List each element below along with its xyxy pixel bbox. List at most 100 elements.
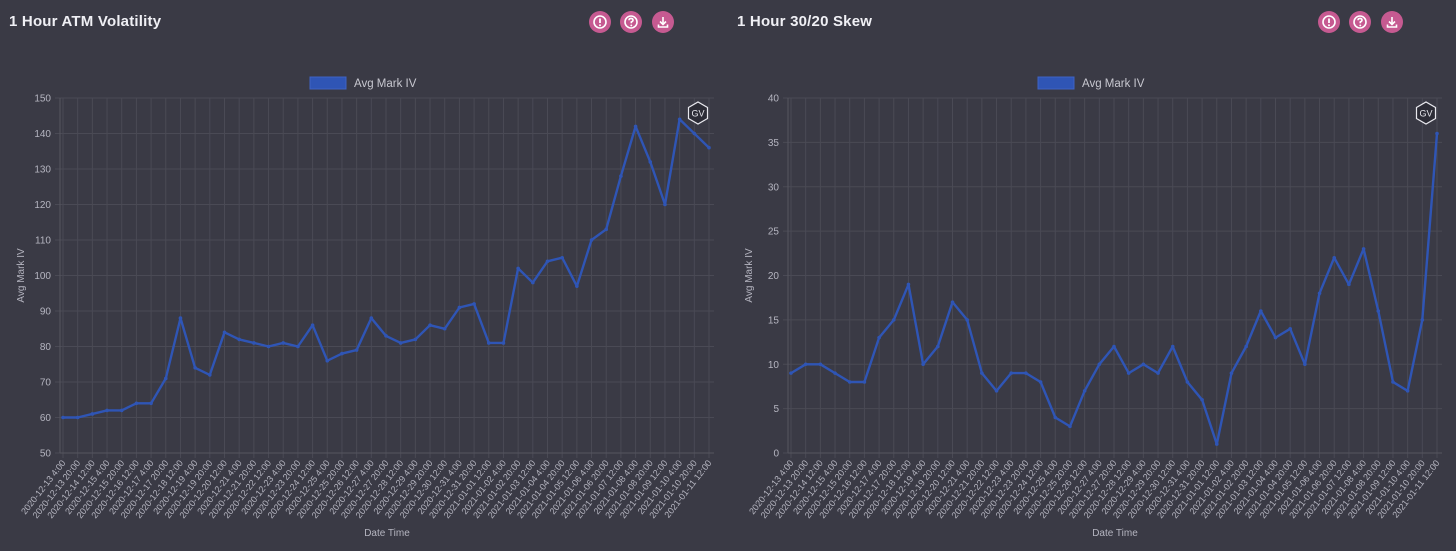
data-point [1038, 380, 1043, 384]
legend-swatch [309, 76, 347, 90]
y-tick-label: 150 [34, 94, 51, 105]
info-icon[interactable] [1318, 11, 1340, 33]
data-point [149, 401, 153, 406]
watermark-text: GV [1419, 109, 1432, 119]
data-point [384, 334, 388, 338]
data-point [105, 408, 109, 413]
y-tick-label: 20 [768, 271, 780, 282]
data-point [1024, 371, 1028, 375]
legend-swatch [1037, 76, 1075, 90]
panel-title: 1 Hour ATM Volatility [9, 13, 162, 30]
data-point [589, 238, 594, 242]
info-icon[interactable] [589, 11, 611, 33]
atm-volatility-line-chart: Avg Mark IV50607080901001101201301401502… [16, 76, 714, 539]
data-point [891, 318, 896, 322]
panel-title: 1 Hour 30/20 Skew [737, 13, 873, 30]
data-point [1112, 344, 1116, 349]
data-point [906, 282, 911, 287]
x-axis-title: Date Time [364, 528, 410, 539]
y-tick-label: 10 [768, 360, 780, 371]
data-point [163, 376, 168, 381]
data-point [1347, 282, 1351, 287]
data-point [1097, 362, 1102, 367]
data-point [965, 318, 969, 322]
data-point [1185, 380, 1190, 384]
data-point [266, 344, 271, 349]
data-point [472, 302, 476, 306]
data-point [1288, 326, 1292, 331]
data-point [1214, 442, 1219, 446]
y-axis-title: Avg Mark IV [16, 248, 27, 303]
data-point [222, 330, 227, 335]
y-tick-label: 35 [768, 138, 780, 149]
y-tick-label: 25 [768, 227, 780, 238]
panel-toolbar [1318, 11, 1408, 33]
y-tick-label: 30 [768, 182, 780, 193]
data-point [354, 348, 359, 352]
y-tick-label: 0 [773, 449, 779, 460]
data-point [692, 131, 697, 136]
data-point [950, 300, 955, 304]
help-icon[interactable] [620, 11, 643, 33]
data-point [325, 358, 330, 363]
y-tick-label: 90 [40, 307, 52, 318]
download-icon[interactable] [1380, 11, 1403, 33]
data-point [90, 412, 95, 416]
data-point [994, 389, 999, 393]
legend-label: Avg Mark IV [354, 78, 417, 90]
data-point [413, 337, 418, 342]
y-tick-label: 60 [40, 413, 52, 424]
data-point [252, 341, 256, 345]
data-point [134, 401, 139, 406]
data-point [818, 362, 823, 367]
y-axis-title: Avg Mark IV [744, 248, 755, 303]
y-tick-label: 100 [34, 271, 51, 282]
data-point [1082, 389, 1087, 393]
data-point [575, 284, 579, 288]
data-point [789, 371, 793, 375]
y-tick-label: 110 [35, 236, 51, 247]
data-point [560, 255, 564, 260]
data-point [531, 280, 535, 285]
data-point [1361, 247, 1366, 251]
data-point [1009, 371, 1014, 375]
legend: Avg Mark IV [309, 76, 417, 90]
data-point [1141, 362, 1146, 367]
data-point [1126, 371, 1131, 375]
watermark-badge [687, 101, 709, 125]
data-point [398, 341, 403, 345]
data-point [457, 305, 462, 310]
data-point [619, 174, 623, 178]
data-point [1405, 389, 1410, 393]
data-point [847, 380, 852, 384]
data-point [648, 160, 653, 164]
chart-panel-atm-volatility: 1 Hour ATM Volatility Avg Mark IV 50 60 70 8… [9, 11, 714, 539]
data-point [516, 266, 520, 271]
y-tick-label: 5 [773, 404, 779, 415]
data-point [237, 337, 241, 342]
data-point [428, 323, 432, 328]
data-point [1229, 371, 1234, 375]
data-point [208, 373, 212, 377]
data-point [877, 335, 881, 340]
download-icon[interactable] [651, 11, 674, 33]
data-point [61, 415, 65, 420]
help-icon[interactable] [1349, 11, 1372, 33]
data-point [75, 415, 80, 420]
data-point [663, 202, 667, 207]
panel-toolbar [589, 11, 679, 33]
data-point [980, 371, 984, 375]
data-point [833, 371, 837, 375]
data-point [178, 316, 183, 320]
y-tick-label: 70 [40, 378, 52, 389]
data-point [677, 117, 682, 122]
legend: Avg Mark IV [1037, 76, 1145, 90]
data-point [545, 259, 550, 264]
data-point [1332, 255, 1337, 260]
y-tick-label: 15 [768, 315, 780, 326]
data-point [1156, 371, 1160, 375]
data-point [119, 408, 124, 413]
x-axis-title: Date Time [1092, 528, 1138, 539]
y-tick-label: 50 [40, 449, 52, 460]
